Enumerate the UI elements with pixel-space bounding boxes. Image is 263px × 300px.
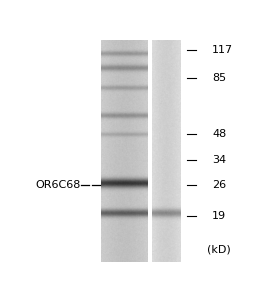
Text: 85: 85 [212, 73, 226, 82]
Text: 34: 34 [212, 154, 226, 165]
Text: 117: 117 [212, 45, 233, 55]
Text: 48: 48 [212, 129, 226, 139]
Text: 19: 19 [212, 211, 226, 221]
Text: OR6C68: OR6C68 [35, 180, 80, 190]
Text: (kD): (kD) [207, 245, 231, 255]
Text: 26: 26 [212, 180, 226, 190]
